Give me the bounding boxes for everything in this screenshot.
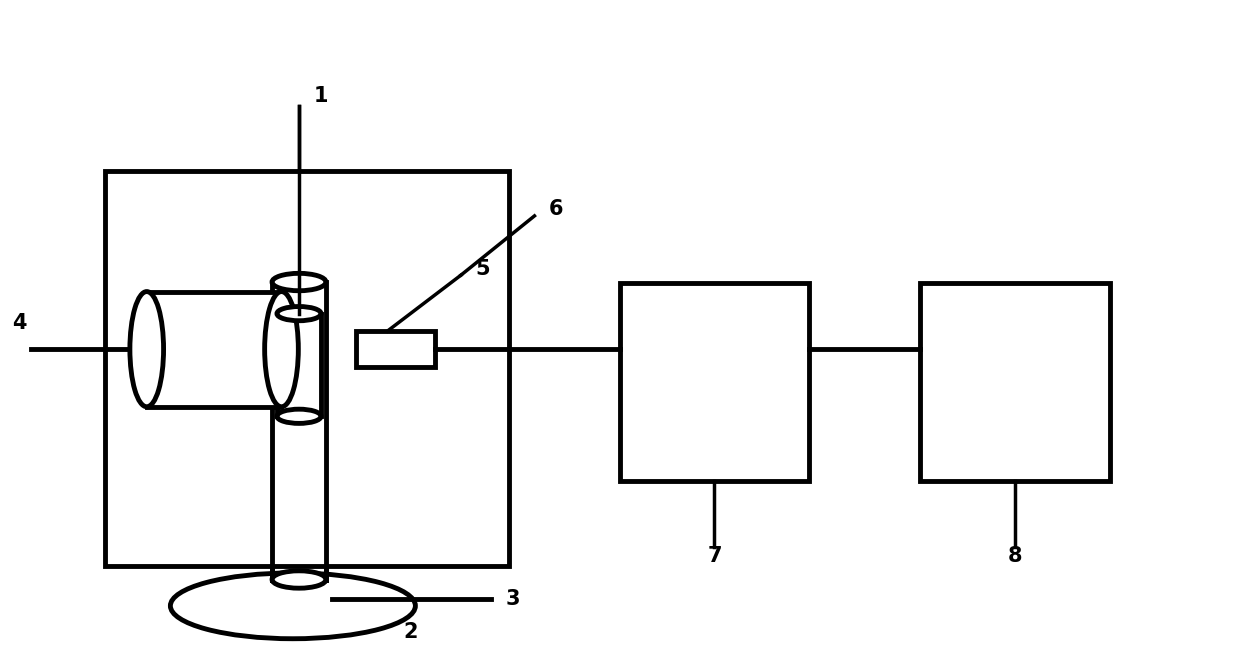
Text: 2: 2 <box>403 622 418 642</box>
Text: 7: 7 <box>707 546 721 566</box>
Ellipse shape <box>273 571 326 588</box>
Text: 4: 4 <box>12 313 26 333</box>
Text: 1: 1 <box>313 86 328 106</box>
Ellipse shape <box>265 292 299 407</box>
Text: 5: 5 <box>476 259 491 278</box>
Bar <box>146 292 281 407</box>
Bar <box>620 284 809 480</box>
Ellipse shape <box>130 292 164 407</box>
Text: 6: 6 <box>549 200 564 219</box>
Text: 8: 8 <box>1007 546 1022 566</box>
Text: 3: 3 <box>506 589 520 610</box>
Bar <box>105 171 509 566</box>
Ellipse shape <box>278 409 321 423</box>
Ellipse shape <box>171 573 415 638</box>
Bar <box>356 331 435 368</box>
Ellipse shape <box>278 306 321 321</box>
Ellipse shape <box>273 274 326 291</box>
Bar <box>919 284 1110 480</box>
